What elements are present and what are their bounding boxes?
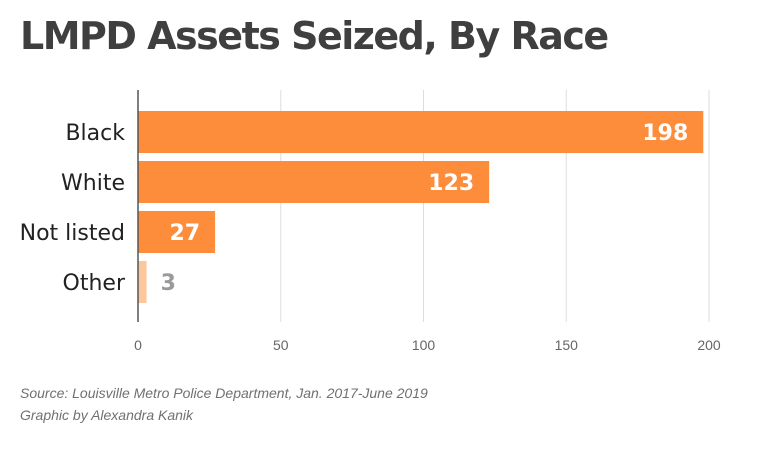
chart-title: LMPD Assets Seized, By Race <box>20 14 609 58</box>
x-tick-label: 150 <box>555 337 579 353</box>
category-label: White <box>61 171 125 196</box>
bar <box>138 111 704 153</box>
value-labels: 198 123 27 3 <box>161 121 689 296</box>
bar-chart: Black White Not listed Other 198 123 27 3 0 50 1… <box>20 90 721 353</box>
x-tick-label: 0 <box>134 337 142 353</box>
x-tick-label: 50 <box>273 337 289 353</box>
credit-note: Graphic by Alexandra Kanik <box>20 407 194 423</box>
bar <box>138 211 216 253</box>
bars <box>138 111 704 303</box>
x-tick-label: 100 <box>412 337 436 353</box>
bar <box>138 161 490 203</box>
value-label: 123 <box>428 171 474 196</box>
footer: Source: Louisville Metro Police Departme… <box>20 382 428 426</box>
category-label: Other <box>63 271 126 296</box>
value-label: 27 <box>169 221 200 246</box>
category-labels: Black White Not listed Other <box>20 121 126 296</box>
x-tick-labels: 0 50 100 150 200 <box>134 337 721 353</box>
bar <box>138 261 147 303</box>
value-label: 198 <box>642 121 688 146</box>
source-note: Source: Louisville Metro Police Departme… <box>20 385 428 401</box>
x-tick-label: 200 <box>697 337 721 353</box>
category-label: Not listed <box>20 221 125 246</box>
category-label: Black <box>65 121 125 146</box>
value-label: 3 <box>161 271 176 296</box>
